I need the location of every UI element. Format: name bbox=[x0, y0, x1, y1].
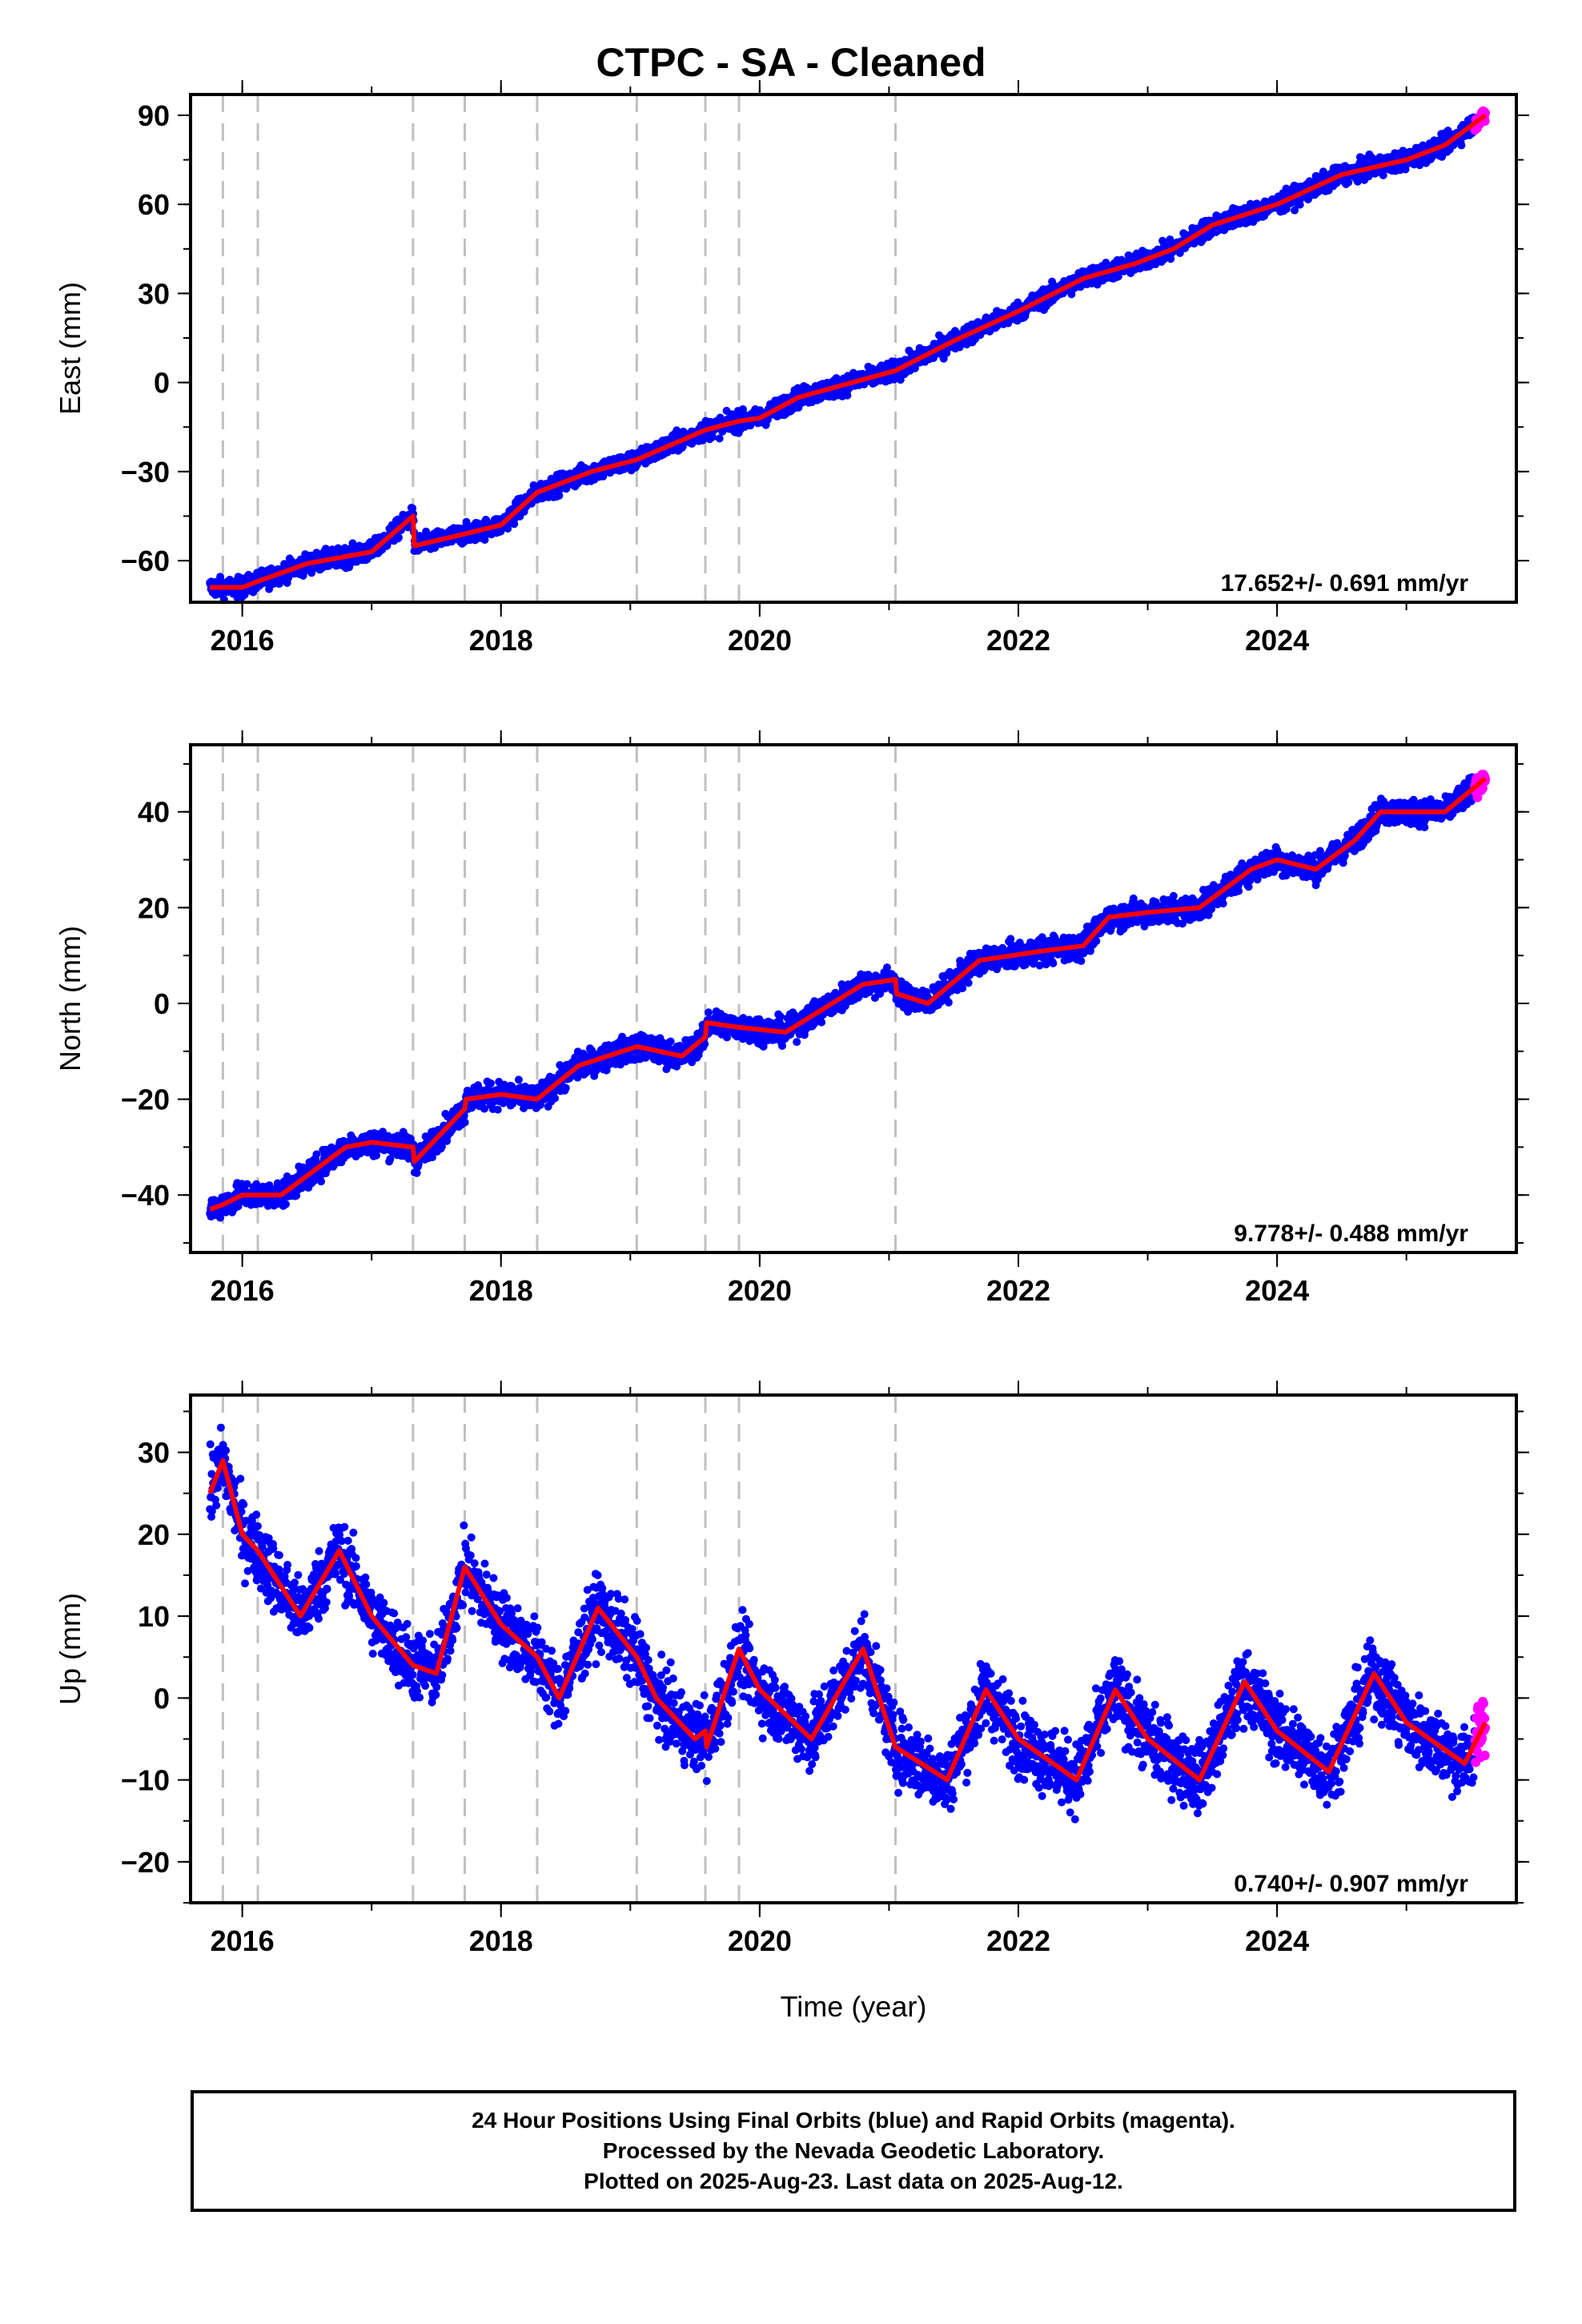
plot-frame bbox=[189, 93, 1518, 604]
final-orbit-point bbox=[281, 1200, 290, 1208]
y-tick-label: −60 bbox=[121, 545, 170, 577]
final-orbit-point bbox=[480, 1104, 488, 1113]
x-tick-label: 2018 bbox=[469, 624, 533, 657]
x-tick-label: 2024 bbox=[1245, 624, 1309, 657]
final-orbit-point bbox=[395, 533, 403, 542]
final-orbit-point bbox=[1067, 290, 1076, 299]
final-orbit-point bbox=[1353, 177, 1362, 186]
final-orbit-point bbox=[1166, 255, 1175, 263]
final-orbit-point bbox=[312, 1150, 321, 1159]
final-orbit-point bbox=[219, 595, 228, 602]
final-orbit-point bbox=[504, 525, 512, 533]
y-axis-title: East (mm) bbox=[54, 282, 86, 415]
velocity-rate-label: 17.652+/- 0.691 mm/yr bbox=[1221, 570, 1469, 597]
final-orbit-point bbox=[348, 539, 357, 548]
final-orbit-point bbox=[514, 1076, 523, 1084]
final-orbit-point bbox=[708, 432, 717, 441]
final-orbit-point bbox=[428, 1153, 436, 1162]
final-orbit-point bbox=[321, 545, 330, 553]
final-orbit-point bbox=[243, 1180, 251, 1188]
final-orbit-point bbox=[460, 1118, 469, 1127]
final-orbit-point bbox=[843, 391, 852, 400]
final-orbit-point bbox=[283, 1172, 291, 1180]
final-orbit-point bbox=[273, 1179, 282, 1188]
final-orbit-point bbox=[1344, 178, 1353, 187]
final-orbit-point bbox=[487, 1079, 495, 1088]
x-tick-label: 2020 bbox=[728, 624, 792, 657]
final-orbit-point bbox=[372, 1151, 381, 1160]
x-tick-label: 2016 bbox=[211, 624, 275, 657]
final-orbit-point bbox=[1415, 161, 1424, 170]
final-orbit-point bbox=[896, 376, 905, 384]
panel-east: 2016 2018 2020 2022 2024 −60 −30 0 30 60 90 East (m… bbox=[54, 80, 1529, 657]
y-tick-label: 0 bbox=[154, 367, 170, 400]
final-orbit-point bbox=[1457, 141, 1466, 150]
final-orbit-point bbox=[561, 1084, 570, 1092]
y-tick-label: −30 bbox=[121, 456, 170, 489]
x-tick-label: 2022 bbox=[986, 624, 1050, 657]
final-orbit-point bbox=[386, 1155, 395, 1164]
final-orbit-point bbox=[292, 1192, 301, 1200]
model-fit-line bbox=[210, 113, 1487, 590]
final-orbit-point bbox=[715, 434, 724, 443]
final-orbit-point bbox=[1379, 171, 1387, 179]
final-orbit-point bbox=[474, 1081, 483, 1090]
y-tick-label: 90 bbox=[138, 99, 170, 132]
final-orbit-point bbox=[265, 1181, 274, 1190]
y-tick-label: 30 bbox=[138, 277, 170, 310]
y-tick-label: 60 bbox=[138, 188, 170, 221]
final-orbit-point bbox=[493, 1105, 502, 1114]
final-orbit-point bbox=[412, 1168, 421, 1177]
panels-group: 2016 2018 2020 2022 2024 −60 −30 0 30 60 90 East (m… bbox=[54, 80, 1529, 1957]
chart-title: CTPC - SA - Cleaned bbox=[596, 40, 986, 85]
final-orbit-point bbox=[317, 1177, 326, 1186]
final-orbit-point bbox=[551, 1094, 560, 1103]
